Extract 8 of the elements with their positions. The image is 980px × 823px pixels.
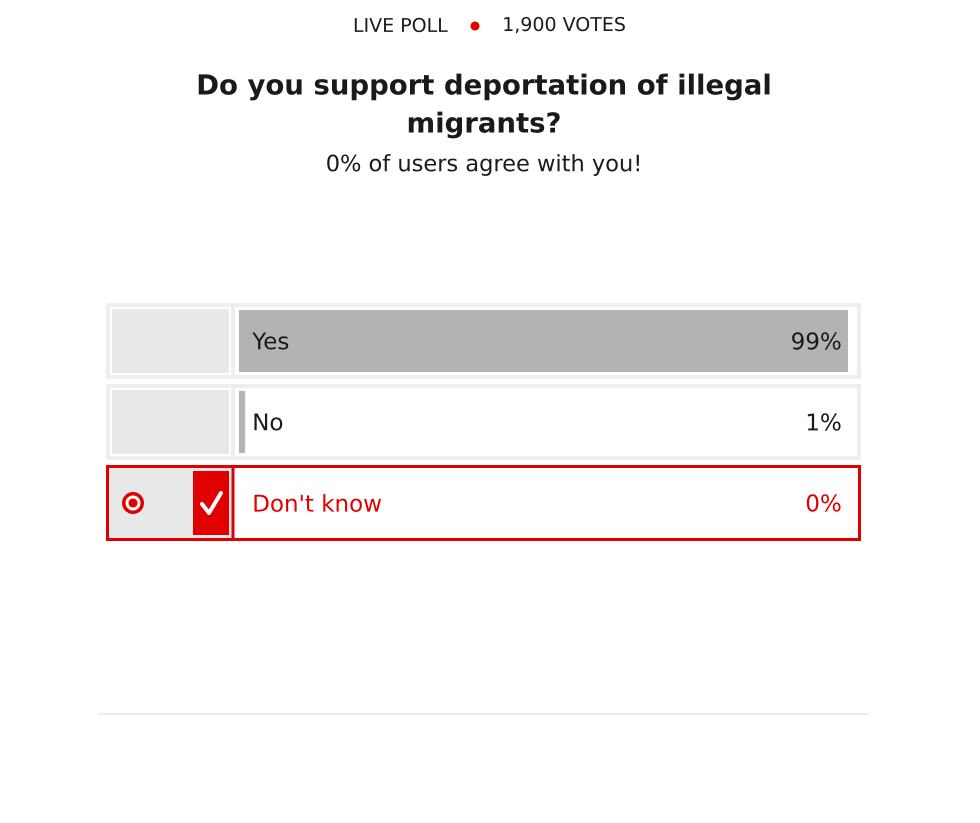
chart-subtitle: 0% of users agree with you! bbox=[327, 154, 639, 176]
text: 1,900 VOTES bbox=[504, 16, 625, 34]
y-tick-label: Yes bbox=[252, 332, 288, 350]
chart-title: Do you support deportation of illegal migrants? bbox=[198, 74, 770, 138]
y-tick-label: No bbox=[254, 413, 282, 431]
data-label: 1% bbox=[808, 413, 841, 431]
text: LIVE POLL bbox=[354, 18, 448, 32]
data-label: 99% bbox=[792, 332, 841, 350]
